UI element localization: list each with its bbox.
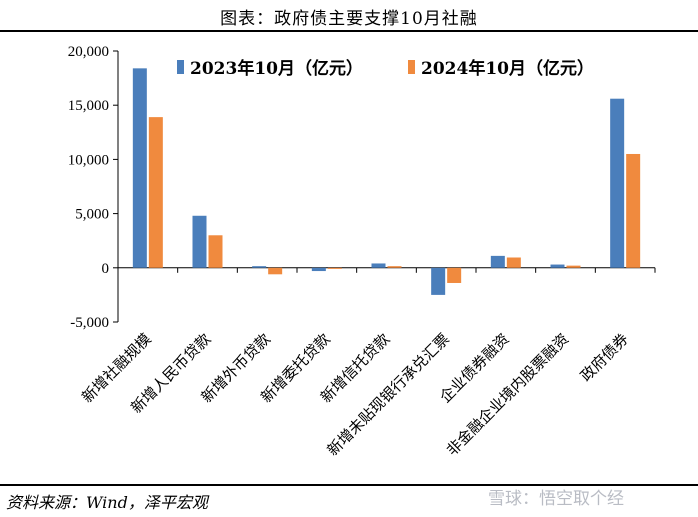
- bar-2024: [148, 117, 163, 268]
- y-tick-label: 10,000: [68, 152, 109, 168]
- x-category-label: 政府债券: [577, 330, 632, 385]
- y-tick-label: 20,000: [68, 44, 109, 60]
- bar-2023: [550, 264, 565, 268]
- top-rule: [0, 30, 698, 32]
- bar-2023: [132, 68, 147, 268]
- bar-2024: [506, 257, 521, 268]
- bar-2023: [192, 215, 207, 268]
- legend-swatch: [177, 60, 184, 74]
- bar-2024: [268, 267, 283, 275]
- chart-area: 20,00015,00010,0005,0000-5,000新增社融规模新增人民…: [68, 44, 656, 459]
- bar-2024: [387, 266, 402, 268]
- bar-2023: [311, 267, 326, 272]
- bar-2023: [252, 266, 267, 268]
- legend-label: 2023年10月（亿元）: [190, 58, 363, 79]
- legend-label: 2024年10月（亿元）: [421, 58, 594, 79]
- bar-2023: [431, 267, 446, 295]
- y-tick-label: 0: [102, 261, 110, 277]
- source-note: 资料来源：Wind，泽平宏观: [6, 493, 208, 512]
- y-tick-label: 15,000: [68, 98, 109, 114]
- bar-2023: [490, 255, 505, 268]
- x-category-label: 非金融企业境内股票融资: [443, 330, 572, 459]
- bar-2024: [626, 153, 641, 268]
- legend-swatch: [408, 60, 415, 74]
- bottom-rule: [0, 484, 698, 486]
- y-tick-label: -5,000: [70, 315, 109, 331]
- bar-2024: [327, 267, 342, 269]
- watermark-text: 雪球：悟空取个经: [488, 489, 624, 509]
- bar-2024: [566, 265, 581, 268]
- chart-title: 图表：政府债主要支撑10月社融: [220, 9, 478, 29]
- bar-2023: [610, 98, 625, 268]
- bar-2024: [447, 267, 462, 283]
- x-category-label: 新增未贴现银行承兑汇票: [324, 330, 453, 459]
- y-tick-label: 5,000: [75, 207, 109, 223]
- bar-2023: [371, 263, 386, 268]
- bar-2024: [208, 235, 223, 268]
